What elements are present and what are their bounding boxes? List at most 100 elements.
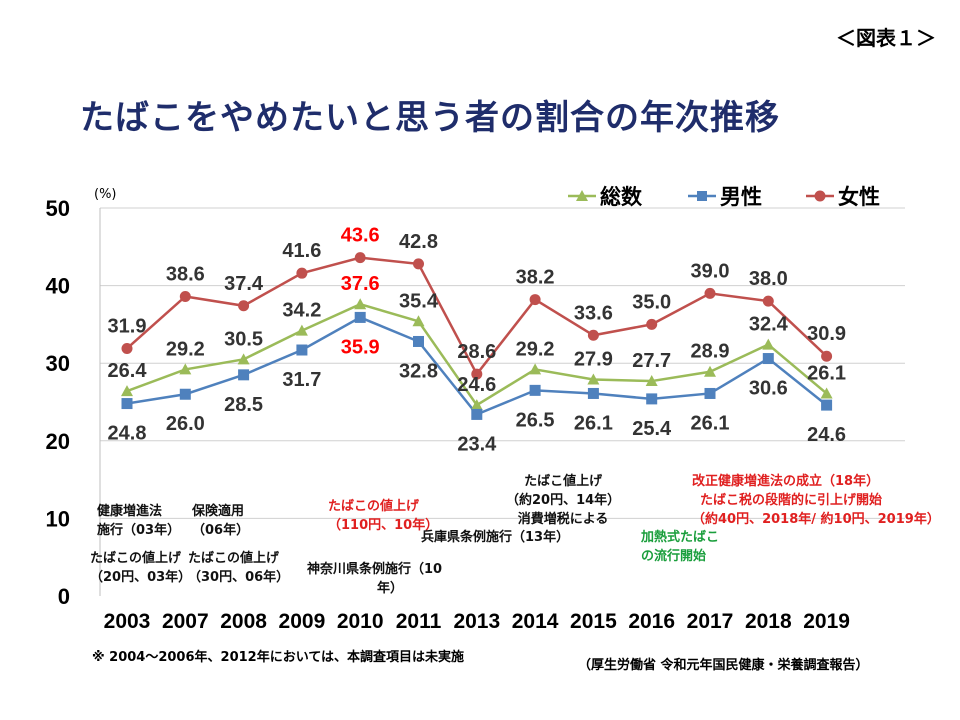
marker-male: [413, 335, 424, 347]
data-label: 32.4: [749, 314, 789, 336]
data-label: 41.6: [282, 240, 321, 262]
marker-female: [762, 295, 774, 307]
y-tick-label: 20: [46, 429, 70, 454]
legend-label: 総数: [600, 185, 643, 209]
annotation-heated-tobacco: 加熱式たばこ の流行開始: [641, 530, 720, 564]
marker-female: [413, 258, 424, 270]
data-label: 26.4: [108, 360, 148, 382]
y-unit-label: (%): [94, 187, 117, 202]
marker-total: [412, 315, 425, 327]
data-label: 38.2: [516, 267, 555, 289]
marker-female: [296, 267, 308, 279]
marker-total: [529, 363, 542, 375]
marker-female: [471, 368, 483, 380]
x-tick-label: 2014: [512, 610, 559, 633]
data-label: 27.9: [574, 348, 613, 370]
data-label: 30.5: [224, 328, 263, 350]
data-label: 43.6: [341, 225, 380, 247]
data-label: 29.2: [166, 338, 205, 360]
data-label: 28.9: [691, 341, 730, 363]
marker-male: [121, 398, 133, 410]
data-label: 33.6: [574, 302, 613, 324]
y-tick-label: 40: [46, 274, 70, 299]
data-label: 37.4: [224, 273, 264, 295]
marker-total: [645, 375, 658, 387]
data-label: 26.1: [574, 412, 613, 434]
marker-total: [820, 387, 833, 399]
data-label: 23.4: [457, 433, 497, 455]
marker-male: [646, 393, 658, 405]
data-label: 32.8: [399, 360, 438, 382]
y-tick-label: 0: [58, 584, 70, 609]
data-label: 26.1: [691, 412, 730, 434]
line-chart: 0 10 20 30 40 50 (%) 2003 2007 2008 2009 2010 2011 20…: [46, 185, 905, 633]
y-tick-label: 50: [46, 196, 70, 221]
marker-total: [704, 365, 716, 377]
data-label: 26.1: [807, 362, 846, 384]
legend-marker: [814, 190, 826, 202]
marker-total: [121, 385, 133, 397]
data-label: 24.6: [807, 424, 846, 446]
annotation-price-2003: たばこの値上げ （20円、03年）: [90, 551, 192, 585]
marker-female: [179, 290, 191, 302]
figure-label: ＜図表１＞: [836, 26, 936, 50]
marker-total: [587, 373, 600, 385]
x-tick-label: 2008: [220, 610, 267, 633]
x-tick-label: 2003: [104, 610, 151, 633]
marker-male: [821, 399, 833, 411]
data-label: 28.5: [224, 394, 263, 416]
data-label: 34.2: [282, 300, 321, 322]
page-title: たばこをやめたいと思う者の割合の年次推移: [80, 98, 780, 138]
annotation-price-2014: たばこ値上げ （約20円、14年） 消費増税による: [506, 474, 621, 527]
x-tick-label: 2017: [687, 610, 734, 633]
marker-total: [237, 353, 250, 365]
marker-total: [470, 399, 483, 411]
source-note: （厚生労働省 令和元年国民健康・栄養調査報告）: [578, 658, 869, 673]
marker-male: [704, 387, 716, 399]
footnote: ※ 2004～2006年、2012年においては、本調査項目は未実施: [92, 650, 465, 665]
x-tick-label: 2016: [628, 610, 675, 633]
data-label: 39.0: [691, 260, 730, 282]
data-label: 29.2: [516, 338, 555, 360]
x-tick-label: 2015: [570, 610, 617, 633]
data-label: 27.7: [632, 350, 671, 372]
legend-marker: [576, 190, 588, 201]
data-label: 30.9: [807, 323, 846, 345]
x-tick-label: 2019: [803, 610, 850, 633]
data-label: 24.8: [108, 423, 147, 445]
data-label: 28.6: [457, 341, 496, 363]
marker-total: [295, 324, 308, 336]
annotation-insurance: 保険適用 （06年）: [192, 504, 250, 538]
marker-female: [238, 300, 250, 312]
data-label: 38.6: [166, 263, 205, 285]
marker-male: [587, 387, 599, 399]
annotation-kanagawa: 神奈川県条例施行（10 年）: [307, 562, 443, 596]
x-tick-label: 2009: [279, 610, 326, 633]
data-label: 35.4: [399, 290, 439, 312]
marker-female: [354, 252, 366, 264]
legend-label: 男性: [720, 185, 762, 209]
marker-male: [354, 311, 366, 323]
annotation-price-2006: たばこの値上げ （30円、06年）: [188, 551, 290, 585]
data-label: 24.6: [457, 374, 496, 396]
marker-male: [179, 388, 191, 400]
marker-female: [587, 329, 599, 341]
x-tick-label: 2007: [162, 610, 209, 633]
marker-female: [121, 342, 133, 354]
data-label: 30.6: [749, 378, 788, 400]
y-tick-label: 10: [46, 506, 70, 531]
data-label: 37.6: [341, 273, 380, 295]
x-tick-label: 2010: [337, 610, 384, 633]
marker-female: [821, 350, 833, 362]
data-label: 35.9: [341, 336, 380, 358]
legend-label: 女性: [838, 185, 880, 209]
marker-female: [529, 294, 541, 306]
y-tick-label: 30: [46, 351, 70, 376]
annotation-hyogo: 兵庫県条例施行（13年）: [421, 530, 570, 545]
x-tick-label: 2018: [745, 610, 792, 633]
x-tick-label: 2011: [396, 610, 442, 633]
x-tick-label: 2013: [453, 610, 500, 633]
data-label: 31.7: [282, 369, 321, 391]
data-label: 26.5: [516, 409, 555, 431]
marker-male: [471, 408, 483, 420]
